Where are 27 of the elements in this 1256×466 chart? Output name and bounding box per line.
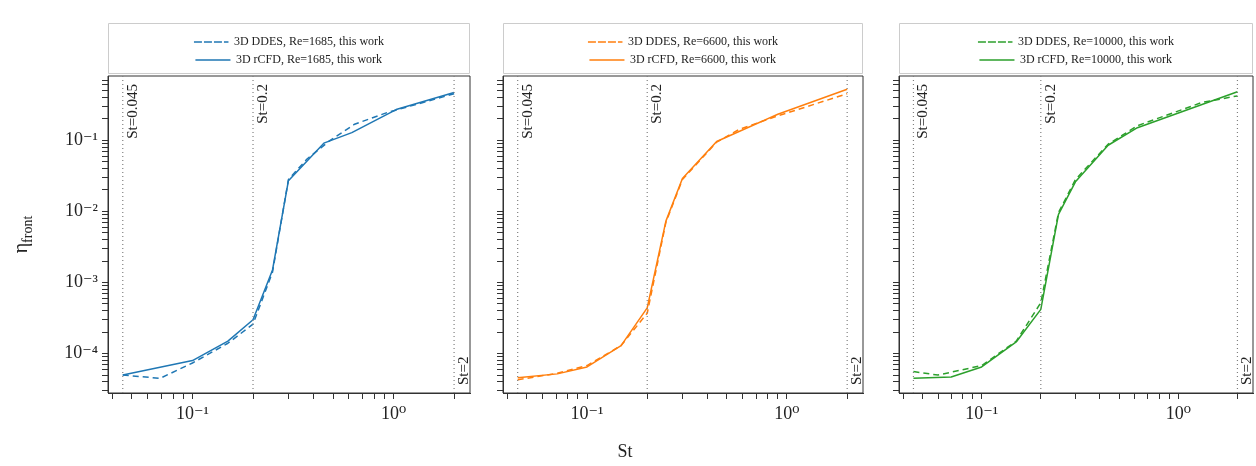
legend-label: 3D rCFD, Re=1685, this work <box>235 52 383 67</box>
x-tick-label: 10⁰ <box>774 402 800 423</box>
ref-line-label: St=2 <box>1238 356 1255 385</box>
ref-line-label: St=0.2 <box>648 84 665 124</box>
legend-label: 3D DDES, Re=1685, this work <box>233 34 385 49</box>
x-axis-title: St <box>617 440 633 461</box>
legend-label: 3D DDES, Re=10000, this work <box>1017 34 1175 49</box>
legend-label: 3D DDES, Re=6600, this work <box>627 34 779 49</box>
ref-line-label: St=0.045 <box>914 84 931 139</box>
x-tick-label: 10⁰ <box>380 402 407 423</box>
x-tick-label: 10⁰ <box>1165 402 1191 423</box>
ref-line-label: St=2 <box>848 356 865 385</box>
ref-line-label: St=0.2 <box>253 84 270 124</box>
y-tick-label: 10⁻¹ <box>65 128 98 149</box>
x-tick-label: 10⁻¹ <box>176 402 209 423</box>
x-tick-label: 10⁻¹ <box>570 402 604 423</box>
x-tick-label: 10⁻¹ <box>965 402 999 423</box>
ref-line-label: St=0.045 <box>518 84 535 139</box>
legend-label: 3D rCFD, Re=6600, this work <box>629 52 777 67</box>
ref-line-label: St=0.2 <box>1041 84 1058 124</box>
y-tick-label: 10⁻⁴ <box>64 342 98 363</box>
ref-line-label: St=2 <box>455 356 472 385</box>
legend-label: 3D rCFD, Re=10000, this work <box>1019 52 1173 67</box>
ref-line-label: St=0.045 <box>123 84 140 139</box>
y-tick-label: 10⁻³ <box>65 271 99 292</box>
y-tick-label: 10⁻² <box>65 200 98 221</box>
y-axis-title: ηfront <box>9 215 35 254</box>
